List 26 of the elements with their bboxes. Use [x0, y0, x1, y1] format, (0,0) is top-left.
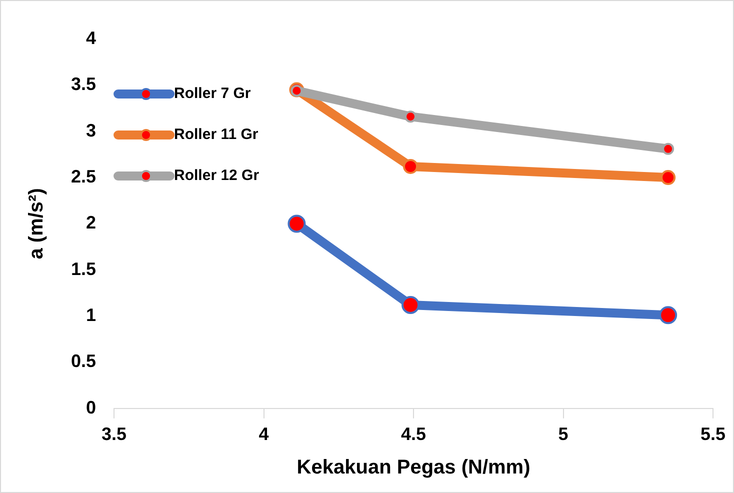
x-tick-label: 5.5 — [700, 424, 726, 444]
point — [659, 306, 678, 324]
point — [402, 296, 420, 314]
x-tick-label: 5 — [558, 424, 568, 444]
x-tick-label: 4 — [258, 424, 269, 444]
y-tick-label: 4 — [86, 28, 96, 48]
y-tick-label: 1 — [86, 305, 96, 326]
y-tick-label: 3 — [86, 120, 96, 140]
y-tick-label: 0 — [86, 397, 96, 418]
legend-label: Roller 7 Gr — [174, 85, 251, 102]
y-tick-label: 3.5 — [70, 74, 96, 94]
y-tick-label: 2.5 — [70, 166, 96, 186]
y-tick-label: 1.5 — [70, 258, 96, 279]
x-tick-label: 3.5 — [102, 424, 127, 444]
x-axis-title: Kekakuan Pegas (N/mm) — [296, 456, 530, 479]
x-tick-label: 4.5 — [400, 424, 426, 444]
y-axis-title: a (m/s²) — [26, 188, 48, 260]
point — [288, 214, 306, 233]
y-tick-label: 2 — [86, 212, 96, 233]
legend-label: Roller 11 Gr — [174, 126, 258, 144]
point — [662, 142, 674, 155]
point — [403, 158, 418, 174]
point — [404, 110, 417, 123]
point — [660, 170, 676, 186]
legend-label: Roller 12 Gr — [174, 167, 260, 184]
y-tick-label: 0.5 — [70, 351, 96, 372]
